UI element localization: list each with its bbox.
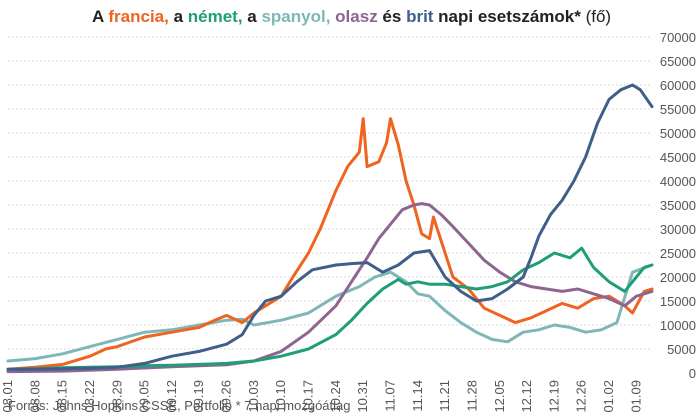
x-tick-label: 08.08 [27,380,42,413]
x-tick-label: 09.12 [164,380,179,413]
y-tick-label: 45000 [660,150,696,165]
title-part: (fő) [586,7,612,26]
title-part: a [169,7,188,26]
x-tick-label: 08.22 [82,380,97,413]
title-part: a [243,7,262,26]
x-tick-label: 12.12 [519,380,534,413]
x-tick-label: 08.15 [55,380,70,413]
y-tick-label: 60000 [660,78,696,93]
x-tick-label: 12.26 [574,380,589,413]
x-tick-label: 10.17 [301,380,316,413]
chart-title: A francia, a német, a spanyol, olasz és … [92,7,611,26]
series-line-brit [6,83,654,371]
x-tick-label: 11.07 [382,380,397,412]
x-tick-label: 08.01 [0,380,15,413]
series-line-francia [6,117,654,371]
y-tick-label: 0 [689,366,696,381]
y-tick-label: 25000 [660,246,696,261]
x-tick-label: 09.19 [191,380,206,413]
x-tick-label: 10.10 [273,380,288,413]
x-tick-label: 10.31 [355,380,370,413]
y-tick-label: 65000 [660,54,696,69]
x-tick-label: 09.26 [219,380,234,413]
y-tick-label: 10000 [660,318,696,333]
title-part: német, [188,7,243,26]
x-tick-label: 01.09 [628,380,643,413]
y-tick-label: 70000 [660,30,696,45]
y-tick-label: 20000 [660,270,696,285]
y-tick-label: 5000 [667,342,696,357]
series-line-spanyol [6,263,654,363]
y-tick-label: 15000 [660,294,696,309]
series-line-német [6,246,654,371]
y-tick-label: 40000 [660,174,696,189]
grid-lines [8,36,652,350]
x-tick-label: 09.05 [137,380,152,413]
series-layer [6,83,654,374]
x-tick-label: 12.19 [546,380,561,413]
x-tick-label: 10.03 [246,380,261,413]
source-note: Forrás: Johns Hopkins CSSE, Portfolio * … [8,398,351,413]
x-tick-label: 01.02 [601,380,616,413]
y-tick-label: 50000 [660,126,696,141]
y-tick-label: 35000 [660,198,696,213]
x-tick-label: 11.14 [410,380,425,412]
x-tick-label: 08.29 [109,380,124,413]
x-tick-label: 10.24 [328,380,343,413]
title-part: spanyol, [261,7,330,26]
y-tick-label: 30000 [660,222,696,237]
x-tick-label: 11.21 [437,380,452,412]
x-tick-label: 11.28 [464,380,479,412]
x-axis: 08.01 08.08 08.15 08.22 08.29 09.05 09.12 09.19… [0,380,643,413]
x-tick-label: 12.05 [492,380,507,413]
title-part: brit [406,7,434,26]
title-part: francia, [108,7,168,26]
title-part: és [378,7,406,26]
y-tick-label: 55000 [660,102,696,117]
title-part: olasz [335,7,378,26]
y-axis: 0 5000 10000 15000 20000 25000 30000 35000 40000… [660,30,696,381]
title-part: napi esetszámok* [433,7,585,26]
title-part: A [92,7,108,26]
